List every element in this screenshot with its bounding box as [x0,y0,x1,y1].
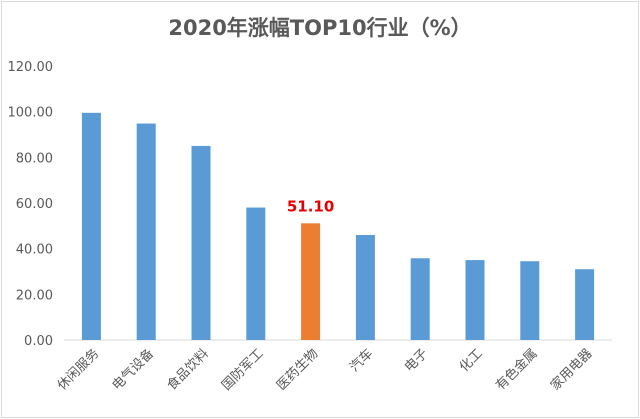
x-category-label: 家用电器 [547,346,595,394]
bar-3 [191,145,211,340]
bar-2 [136,123,156,340]
x-category-label: 有色金属 [493,346,541,394]
y-tick-label: 40.00 [16,243,53,258]
x-category-label: 电气设备 [109,346,157,394]
x-category-label: 汽车 [347,346,377,376]
x-category-label: 休闲服务 [54,346,102,394]
x-category-label: 医药生物 [274,346,321,393]
bar-6 [355,234,375,340]
x-category-label: 食品饮料 [164,346,212,394]
y-tick-label: 80.00 [16,151,53,166]
x-category-label: 国防军工 [219,346,267,394]
bar-10 [575,269,595,340]
data-label: 51.10 [287,197,334,215]
bar-9 [520,261,540,340]
bar-7 [410,258,430,340]
y-tick-label: 20.00 [16,288,53,303]
y-tick-label: 0.00 [24,334,53,349]
bar-1 [81,112,101,340]
x-category-label: 电子 [402,346,431,375]
x-category-label: 化工 [457,346,486,375]
bar-8 [465,260,485,340]
chart-title: 2020年涨幅TOP10行业（%） [168,16,472,40]
bar-5 [301,223,321,340]
y-tick-label: 120.00 [8,60,54,75]
y-tick-label: 60.00 [16,197,53,212]
y-tick-label: 100.00 [8,106,54,121]
bar-4 [246,207,266,340]
